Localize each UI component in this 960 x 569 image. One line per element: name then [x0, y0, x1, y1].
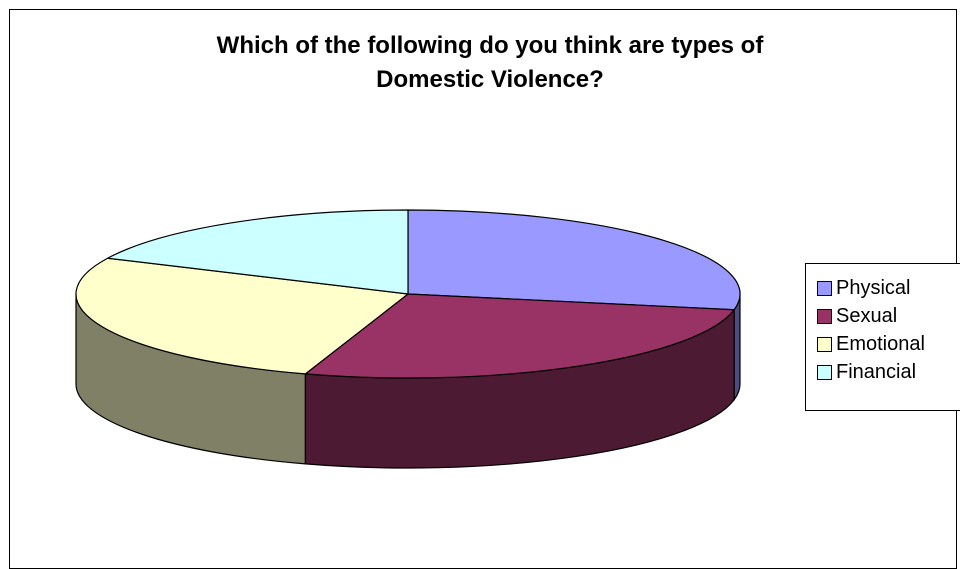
legend-swatch-physical: [817, 281, 832, 296]
legend-item-sexual: Sexual: [817, 302, 960, 330]
legend-item-emotional: Emotional: [817, 330, 960, 358]
legend-swatch-sexual: [817, 309, 832, 324]
legend-item-financial: Financial: [817, 358, 960, 386]
legend: Physical Sexual Emotional Financial: [805, 263, 960, 411]
legend-item-physical: Physical: [817, 274, 960, 302]
legend-label-emotional: Emotional: [836, 333, 925, 356]
legend-label-sexual: Sexual: [836, 305, 897, 328]
pie-side-physical: [734, 294, 740, 400]
legend-swatch-emotional: [817, 337, 832, 352]
legend-label-financial: Financial: [836, 361, 916, 384]
legend-swatch-financial: [817, 365, 832, 380]
pie-slice-physical: [408, 210, 740, 310]
legend-label-physical: Physical: [836, 277, 910, 300]
